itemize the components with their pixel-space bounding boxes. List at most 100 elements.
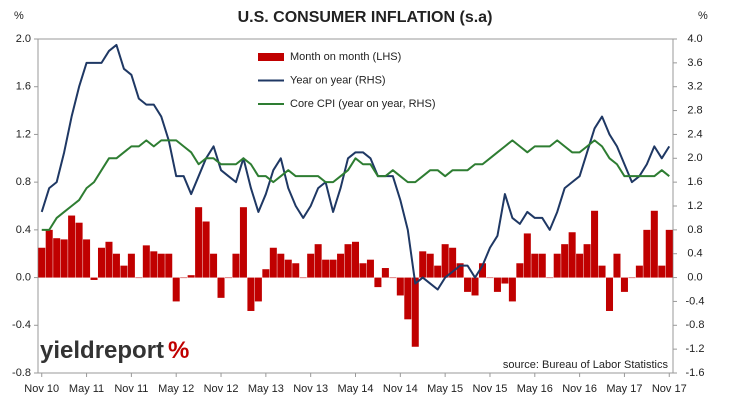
bar — [195, 207, 203, 278]
chart-title: U.S. CONSUMER INFLATION (s.a) — [238, 9, 493, 26]
bar — [60, 239, 68, 278]
legend-label: Year on year (RHS) — [290, 74, 386, 86]
line-series — [41, 139, 670, 231]
bar — [75, 222, 83, 278]
y-tick-label: -0.8 — [12, 367, 31, 379]
x-tick-label: Nov 14 — [383, 383, 418, 395]
bar — [411, 277, 419, 347]
bar — [307, 253, 315, 278]
bar — [157, 253, 165, 278]
y-unit: % — [14, 10, 24, 22]
y2-unit: % — [698, 10, 708, 22]
bar — [322, 259, 330, 278]
bar — [68, 215, 76, 278]
bar — [471, 277, 479, 296]
bar — [127, 253, 135, 278]
bar — [605, 277, 614, 311]
bar — [45, 229, 53, 278]
bar — [538, 253, 546, 278]
bar — [351, 241, 360, 278]
y-tick-label: 1.2 — [16, 128, 31, 140]
bar — [478, 263, 487, 278]
bar — [583, 244, 591, 278]
bar — [576, 253, 584, 278]
bar — [105, 241, 113, 278]
bar — [396, 277, 404, 296]
bar — [568, 232, 576, 278]
x-tick-label: May 15 — [427, 383, 463, 395]
bar — [531, 253, 539, 278]
logo-sign: % — [168, 337, 189, 364]
bar — [404, 277, 412, 320]
bar — [329, 259, 337, 278]
bar — [628, 277, 636, 279]
bar — [284, 259, 292, 278]
y-tick-label: 0.0 — [16, 271, 31, 283]
x-tick-label: May 17 — [606, 383, 642, 395]
bar — [232, 253, 240, 278]
bar — [516, 263, 524, 278]
bar — [366, 259, 374, 278]
bar — [493, 277, 501, 292]
bar — [456, 263, 464, 278]
bar — [561, 244, 569, 278]
bar — [120, 265, 128, 278]
bar — [449, 247, 457, 278]
x-tick-label: May 16 — [517, 383, 553, 395]
y2-tick-label: 1.6 — [687, 176, 702, 188]
x-tick-label: Nov 11 — [114, 383, 148, 395]
bar — [262, 269, 270, 278]
y2-tick-label: 4.0 — [687, 33, 702, 45]
legend-swatch — [258, 53, 284, 61]
y-tick-label: -0.4 — [12, 319, 31, 331]
bar — [38, 247, 46, 278]
logo-word: yieldreport — [40, 337, 164, 364]
bar — [254, 277, 262, 302]
bar — [299, 277, 307, 279]
bar — [389, 277, 397, 279]
y2-tick-label: 1.2 — [687, 200, 702, 212]
y2-tick-label: -1.6 — [686, 367, 705, 379]
bar — [419, 251, 427, 278]
y-tick-label: 0.8 — [16, 176, 31, 188]
x-tick-label: May 14 — [337, 383, 373, 395]
bar — [486, 277, 494, 279]
y2-tick-label: 2.4 — [687, 128, 702, 140]
bar — [247, 277, 255, 311]
bar — [269, 247, 277, 278]
y-tick-label: 0.4 — [16, 224, 31, 236]
bar — [635, 265, 643, 278]
y2-tick-label: 0.0 — [687, 271, 702, 283]
bar — [239, 207, 247, 278]
x-tick-label: Nov 10 — [24, 383, 59, 395]
bar — [650, 210, 658, 278]
y2-tick-label: -0.4 — [686, 295, 705, 307]
y2-tick-label: -1.2 — [686, 343, 705, 355]
bar — [150, 251, 158, 278]
bar — [344, 244, 352, 278]
bar — [434, 265, 442, 278]
bar — [224, 277, 233, 279]
y2-tick-label: 0.8 — [687, 224, 702, 236]
bar — [441, 244, 449, 278]
bar — [501, 277, 509, 284]
bar — [374, 277, 382, 288]
y2-tick-label: 2.0 — [687, 152, 702, 164]
bar — [658, 265, 666, 278]
bar — [292, 263, 300, 278]
bar — [135, 277, 143, 279]
y2-tick-label: 3.6 — [687, 57, 702, 69]
y-tick-label: 1.6 — [16, 81, 31, 93]
bar — [464, 277, 472, 292]
bar — [665, 229, 673, 278]
y2-tick-label: 0.4 — [687, 248, 702, 260]
bar — [591, 210, 599, 278]
bar — [359, 263, 367, 278]
bar — [172, 277, 180, 302]
y2-tick-label: 3.2 — [687, 81, 702, 93]
logo: yieldreport% — [40, 337, 189, 364]
x-tick-label: May 12 — [158, 383, 194, 395]
bar — [553, 253, 561, 278]
